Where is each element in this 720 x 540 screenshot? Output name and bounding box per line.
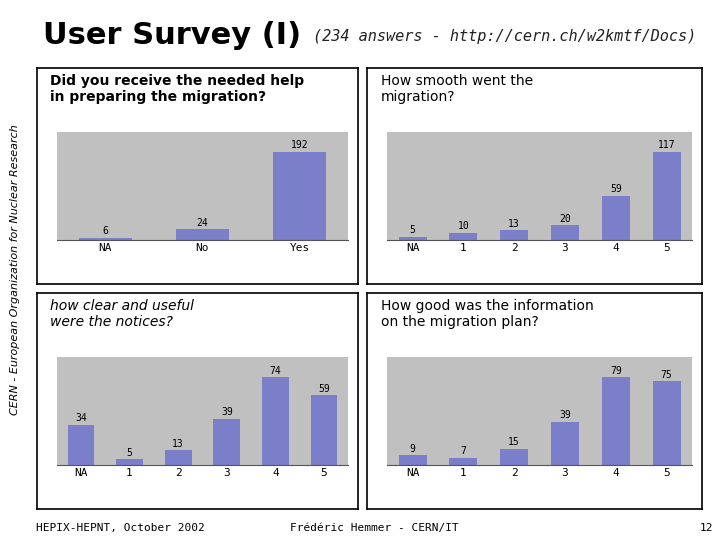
Text: 74: 74 — [269, 366, 282, 376]
Bar — [176, 230, 229, 240]
Bar — [78, 238, 132, 240]
Text: Frédéric Hemmer - CERN/IT: Frédéric Hemmer - CERN/IT — [290, 523, 459, 533]
Text: 79: 79 — [610, 366, 621, 376]
Text: 6: 6 — [102, 226, 108, 236]
Bar — [399, 455, 427, 465]
Text: How good was the information
on the migration plan?: How good was the information on the migr… — [381, 299, 593, 329]
Text: 9: 9 — [410, 444, 415, 454]
Text: 117: 117 — [658, 140, 675, 151]
Text: 7: 7 — [461, 446, 467, 456]
Text: 39: 39 — [221, 408, 233, 417]
Bar — [262, 377, 289, 465]
Text: 59: 59 — [318, 383, 330, 394]
Text: 13: 13 — [508, 219, 520, 229]
Text: How smooth went the
migration?: How smooth went the migration? — [381, 74, 533, 104]
Text: 5: 5 — [410, 225, 415, 235]
Bar — [68, 425, 94, 465]
Text: 39: 39 — [559, 410, 571, 421]
Text: 34: 34 — [75, 414, 87, 423]
Bar — [213, 419, 240, 465]
Bar — [500, 231, 528, 240]
Bar — [449, 457, 477, 465]
Bar — [273, 152, 326, 240]
Bar — [165, 450, 192, 465]
Bar — [310, 395, 337, 465]
Text: 59: 59 — [610, 184, 621, 194]
Text: 10: 10 — [458, 221, 469, 232]
Bar — [602, 195, 630, 240]
Bar — [602, 377, 630, 465]
Text: 24: 24 — [197, 218, 208, 228]
Text: 15: 15 — [508, 437, 520, 447]
Bar — [652, 152, 680, 240]
Text: Did you receive the needed help
in preparing the migration?: Did you receive the needed help in prepa… — [50, 74, 305, 104]
Bar — [551, 422, 579, 465]
Bar — [399, 237, 427, 240]
Bar — [449, 233, 477, 240]
Text: 13: 13 — [172, 438, 184, 449]
Bar — [116, 460, 143, 465]
Bar — [500, 449, 528, 465]
Text: 20: 20 — [559, 214, 571, 224]
Text: 12: 12 — [699, 523, 713, 533]
Text: CERN - European Organization for Nuclear Research: CERN - European Organization for Nuclear… — [10, 125, 20, 415]
Text: 75: 75 — [661, 370, 672, 380]
Text: 5: 5 — [127, 448, 132, 458]
Text: HEPIX-HEPNT, October 2002: HEPIX-HEPNT, October 2002 — [36, 523, 204, 533]
Text: User Survey (I): User Survey (I) — [42, 21, 301, 50]
Text: 192: 192 — [291, 140, 308, 151]
Bar — [551, 225, 579, 240]
Bar — [652, 381, 680, 465]
Text: how clear and useful
were the notices?: how clear and useful were the notices? — [50, 299, 194, 329]
Text: (234 answers - http://cern.ch/w2kmtf/Docs): (234 answers - http://cern.ch/w2kmtf/Doc… — [313, 29, 697, 44]
